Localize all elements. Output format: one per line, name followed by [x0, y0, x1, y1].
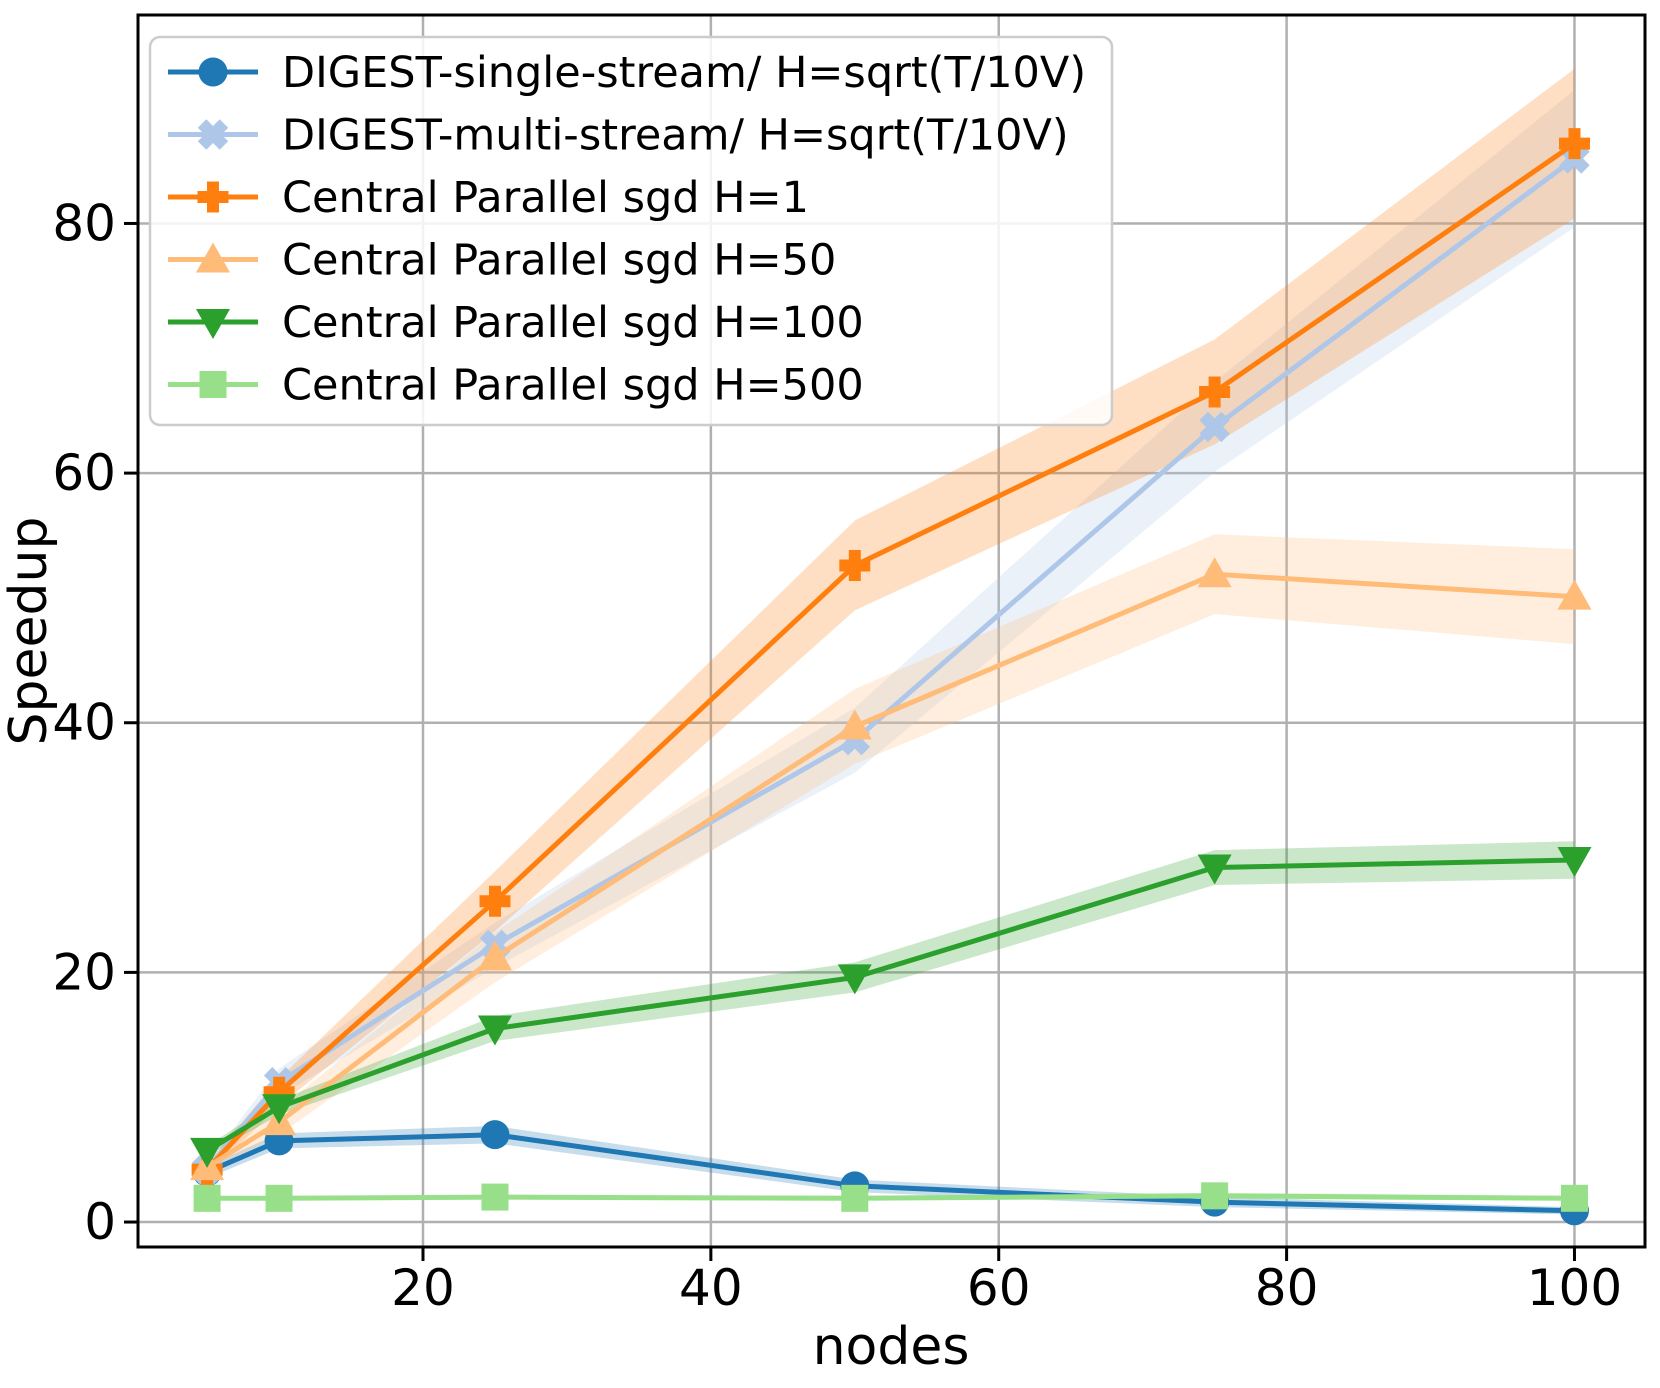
triangle-down-marker: [190, 1137, 225, 1168]
triangle-down-marker: [1557, 847, 1592, 878]
axes: 20 40 60 80 100 0 20 40 60 80: [52, 13, 1647, 1317]
square-marker: [193, 1184, 221, 1212]
square-marker: [199, 371, 227, 398]
triangle-down-marker: [1197, 854, 1232, 885]
series-line: [205, 141, 1576, 1172]
square-marker: [1560, 1184, 1588, 1212]
plus-marker: [479, 885, 511, 917]
plus-marker: [839, 550, 871, 581]
x-marker: [197, 119, 229, 150]
x-marker: [1199, 411, 1230, 443]
band-x: [207, 89, 1575, 1176]
plus-marker: [1199, 376, 1231, 408]
series-line: [207, 1193, 1575, 1201]
triangle-up-marker: [196, 242, 230, 273]
series-triangle-down: [190, 847, 1592, 1168]
band-triangle-down: [207, 841, 1575, 1156]
legend-item-label: DIGEST-single-stream/ H=sqrt(T/10V): [282, 48, 1086, 98]
square-marker: [841, 1184, 869, 1212]
legend-item-label: Central Parallel sgd H=100: [282, 298, 864, 348]
y-tick-label: 0: [84, 1193, 116, 1251]
square-marker: [1201, 1182, 1229, 1210]
x-tick-label: 60: [967, 1259, 1031, 1317]
plot-area: 20 40 60 80 100 0 20 40 60 80: [52, 13, 1647, 1317]
y-tick-label: 80: [52, 194, 116, 252]
legend-item-label: DIGEST-multi-stream/ H=sqrt(T/10V): [282, 111, 1069, 161]
series-line: [205, 857, 1575, 1154]
plus-marker: [197, 181, 229, 213]
triangle-down-marker: [477, 1015, 512, 1046]
y-tick-label: 40: [52, 694, 116, 752]
legend-item-label: Central Parallel sgd H=1: [282, 173, 809, 223]
legend-box: [148, 35, 1114, 427]
legend-item: Central Parallel sgd H=100: [168, 298, 864, 348]
y-axis-label: Speedup: [0, 517, 59, 746]
triangle-up-marker: [477, 940, 512, 971]
circle-marker: [198, 57, 228, 87]
triangle-up-marker: [1197, 557, 1232, 588]
x-tick-label: 100: [1527, 1259, 1622, 1317]
band-circle: [207, 1125, 1575, 1215]
plot-border: [136, 13, 1647, 1249]
triangle-up-marker: [1557, 579, 1592, 610]
x-tick-label: 20: [391, 1259, 455, 1317]
triangle-up-marker: [837, 709, 872, 740]
circle-marker: [480, 1120, 510, 1150]
y-tick-label: 20: [52, 943, 116, 1001]
triangle-down-marker: [262, 1094, 297, 1125]
x-tick-label: 80: [1255, 1259, 1319, 1317]
x-tick-label: 40: [679, 1259, 743, 1317]
y-tick-label: 60: [52, 444, 116, 502]
legend-item: Central Parallel sgd H=1: [168, 173, 809, 223]
plus-marker: [263, 1076, 295, 1108]
legend-item: Central Parallel sgd H=500: [168, 361, 864, 411]
series-square: [193, 1182, 1588, 1212]
square-marker: [265, 1184, 293, 1212]
band-triangle-up: [207, 534, 1575, 1174]
legend-item: Central Parallel sgd H=50: [168, 236, 836, 286]
x-axis-label: nodes: [813, 1317, 970, 1377]
legend-item-label: Central Parallel sgd H=50: [282, 236, 836, 286]
legend: DIGEST-single-stream/ H=sqrt(T/10V) DIGES…: [148, 35, 1114, 427]
plus-marker: [1559, 128, 1590, 160]
legend-item: DIGEST-single-stream/ H=sqrt(T/10V): [168, 48, 1086, 98]
triangle-down-marker: [837, 964, 872, 995]
triangle-down-marker: [196, 309, 230, 339]
legend-item: DIGEST-multi-stream/ H=sqrt(T/10V): [168, 111, 1069, 161]
band-plus: [207, 68, 1575, 1176]
legend-item-label: Central Parallel sgd H=500: [282, 361, 864, 411]
square-marker: [481, 1183, 509, 1211]
